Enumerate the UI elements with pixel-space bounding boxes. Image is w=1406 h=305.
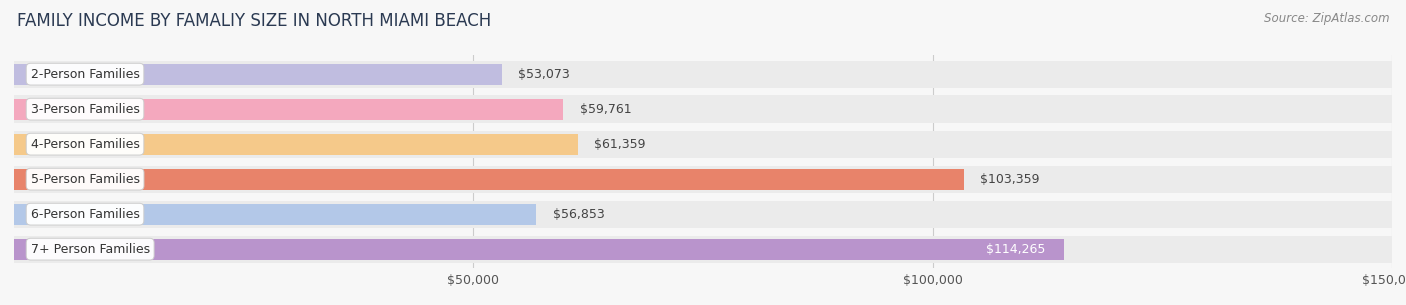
Text: Source: ZipAtlas.com: Source: ZipAtlas.com bbox=[1264, 12, 1389, 25]
Bar bbox=[14, 95, 1392, 123]
Bar bbox=[14, 239, 1064, 260]
Text: FAMILY INCOME BY FAMALIY SIZE IN NORTH MIAMI BEACH: FAMILY INCOME BY FAMALIY SIZE IN NORTH M… bbox=[17, 12, 491, 30]
Text: $114,265: $114,265 bbox=[986, 243, 1045, 256]
Bar bbox=[14, 99, 562, 120]
Text: $59,761: $59,761 bbox=[579, 103, 631, 116]
Bar bbox=[14, 60, 1392, 88]
Bar bbox=[14, 204, 536, 225]
Text: 4-Person Families: 4-Person Families bbox=[31, 138, 139, 151]
Text: $61,359: $61,359 bbox=[595, 138, 645, 151]
Bar bbox=[14, 235, 1392, 263]
Text: 5-Person Families: 5-Person Families bbox=[31, 173, 139, 186]
Bar bbox=[14, 166, 1392, 193]
Bar bbox=[14, 169, 963, 190]
Bar bbox=[14, 64, 502, 85]
Bar bbox=[14, 134, 578, 155]
Text: 7+ Person Families: 7+ Person Families bbox=[31, 243, 149, 256]
Text: $53,073: $53,073 bbox=[519, 68, 569, 81]
Text: $56,853: $56,853 bbox=[553, 208, 605, 221]
Text: 3-Person Families: 3-Person Families bbox=[31, 103, 139, 116]
Text: $103,359: $103,359 bbox=[980, 173, 1039, 186]
Bar bbox=[14, 131, 1392, 158]
Bar bbox=[14, 200, 1392, 228]
Text: 6-Person Families: 6-Person Families bbox=[31, 208, 139, 221]
Text: 2-Person Families: 2-Person Families bbox=[31, 68, 139, 81]
